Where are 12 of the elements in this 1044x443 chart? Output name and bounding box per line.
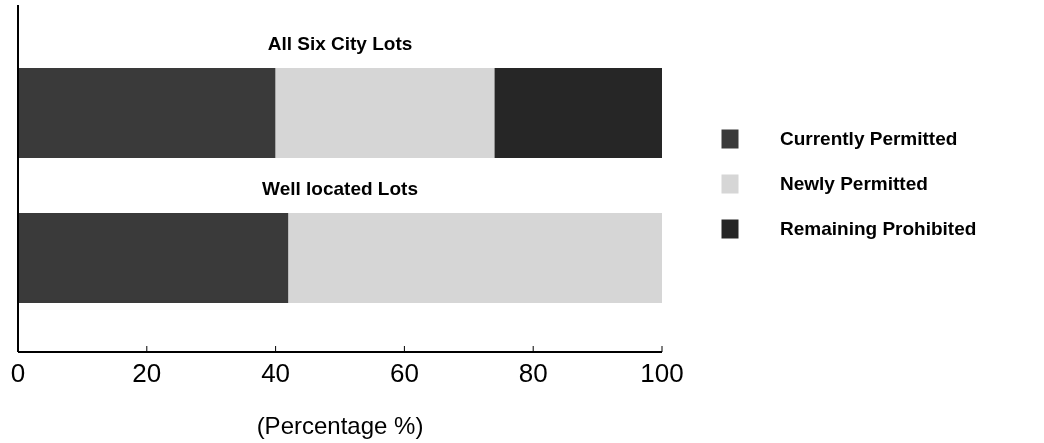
y-tick-label: All Six City Lots <box>267 33 413 54</box>
y-tick-label: Well located Lots <box>262 178 418 199</box>
legend-label: Remaining Prohibited <box>780 218 977 239</box>
x-tick-label: 60 <box>389 358 419 388</box>
x-tick-label: 100 <box>640 358 684 388</box>
x-tick-label: 20 <box>132 358 162 388</box>
legend-label: Newly Permitted <box>780 173 928 194</box>
x-tick-label: 80 <box>518 358 548 388</box>
legend-label: Currently Permitted <box>780 128 958 149</box>
x-tick-label: 0 <box>10 358 26 388</box>
x-tick-label: 40 <box>261 358 291 388</box>
x-axis-title: (Percentage %) <box>256 412 424 439</box>
